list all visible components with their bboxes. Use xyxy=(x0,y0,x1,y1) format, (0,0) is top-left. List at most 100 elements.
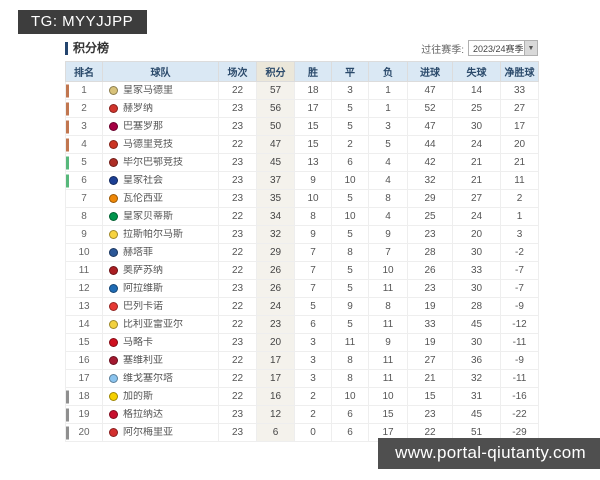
loss-value: 11 xyxy=(368,369,408,388)
goals-for-value: 15 xyxy=(407,387,453,406)
team-name: 赫塔菲 xyxy=(123,247,153,258)
team-crest-icon xyxy=(109,374,118,383)
team-name: 比利亚雷亚尔 xyxy=(123,319,183,330)
rank-value: 9 xyxy=(81,229,87,240)
rank-value: 3 xyxy=(81,121,87,132)
goal-diff-value: 33 xyxy=(500,81,539,100)
goals-for-value: 47 xyxy=(407,117,453,136)
watermark: www.portal-qiutanty.com xyxy=(378,438,600,469)
table-row: 8 皇家贝蒂斯 22 34 8 10 4 25 24 1 xyxy=(65,207,539,226)
goal-diff-value: -22 xyxy=(500,405,539,424)
win-value: 15 xyxy=(294,117,332,136)
points-value: 23 xyxy=(256,315,295,334)
points-value: 56 xyxy=(256,99,295,118)
played-value: 23 xyxy=(218,99,257,118)
table-row: 19 格拉纳达 23 12 2 6 15 23 45 -22 xyxy=(65,405,539,424)
rank-value: 2 xyxy=(81,103,87,114)
loss-value: 11 xyxy=(368,351,408,370)
win-value: 9 xyxy=(294,225,332,244)
played-value: 22 xyxy=(218,387,257,406)
table-row: 9 拉斯帕尔马斯 23 32 9 5 9 23 20 3 xyxy=(65,225,539,244)
team-name: 阿尔梅里亚 xyxy=(123,427,173,438)
rank-value: 4 xyxy=(81,139,87,150)
team-crest-icon xyxy=(109,356,118,365)
loss-value: 3 xyxy=(368,117,408,136)
goals-for-value: 42 xyxy=(407,153,453,172)
played-value: 23 xyxy=(218,153,257,172)
goals-for-value: 44 xyxy=(407,135,453,154)
loss-value: 4 xyxy=(368,171,408,190)
draw-value: 8 xyxy=(331,243,369,262)
rank-value: 16 xyxy=(78,355,90,366)
loss-value: 8 xyxy=(368,189,408,208)
win-value: 0 xyxy=(294,423,332,442)
points-value: 16 xyxy=(256,387,295,406)
team-name: 阿拉维斯 xyxy=(123,283,163,294)
goal-diff-value: -7 xyxy=(500,261,539,280)
panel-title: 积分榜 xyxy=(65,41,109,55)
team-crest-icon xyxy=(109,212,118,221)
goal-diff-value: 17 xyxy=(500,117,539,136)
team-crest-icon xyxy=(109,338,118,347)
team-name: 皇家贝蒂斯 xyxy=(123,211,173,222)
goals-for-value: 47 xyxy=(407,81,453,100)
goal-diff-value: 27 xyxy=(500,99,539,118)
table-row: 3 巴塞罗那 23 50 15 5 3 47 30 17 xyxy=(65,117,539,136)
team-name: 瓦伦西亚 xyxy=(123,193,163,204)
loss-value: 9 xyxy=(368,225,408,244)
points-value: 57 xyxy=(256,81,295,100)
draw-value: 10 xyxy=(331,207,369,226)
goals-against-value: 25 xyxy=(452,99,501,118)
column-header: 失球 xyxy=(452,61,501,82)
played-value: 23 xyxy=(218,171,257,190)
played-value: 23 xyxy=(218,333,257,352)
goals-against-value: 21 xyxy=(452,171,501,190)
win-value: 15 xyxy=(294,135,332,154)
draw-value: 2 xyxy=(331,135,369,154)
team-crest-icon xyxy=(109,122,118,131)
rank-value: 14 xyxy=(78,319,90,330)
loss-value: 1 xyxy=(368,99,408,118)
zone-indicator xyxy=(66,174,69,187)
goal-diff-value: -16 xyxy=(500,387,539,406)
points-value: 12 xyxy=(256,405,295,424)
team-name: 奥萨苏纳 xyxy=(123,265,163,276)
goals-against-value: 24 xyxy=(452,135,501,154)
win-value: 7 xyxy=(294,243,332,262)
draw-value: 6 xyxy=(331,423,369,442)
zone-indicator xyxy=(66,138,69,151)
played-value: 23 xyxy=(218,405,257,424)
loss-value: 5 xyxy=(368,135,408,154)
played-value: 23 xyxy=(218,189,257,208)
standings-panel: 积分榜 过往赛季: 2023/24赛季 ▼ 排名 球队 场次 积分胜平负进球 失球 净胜球… xyxy=(65,40,539,442)
played-value: 22 xyxy=(218,243,257,262)
goal-diff-value: -7 xyxy=(500,279,539,298)
goals-against-value: 30 xyxy=(452,333,501,352)
rank-value: 6 xyxy=(81,175,87,186)
loss-value: 10 xyxy=(368,261,408,280)
rank-value: 18 xyxy=(78,391,90,402)
zone-indicator xyxy=(66,426,69,439)
chevron-down-icon[interactable]: ▼ xyxy=(524,41,537,55)
draw-value: 5 xyxy=(331,189,369,208)
column-header: 积分 xyxy=(256,61,295,82)
played-value: 22 xyxy=(218,81,257,100)
goals-for-value: 28 xyxy=(407,243,453,262)
team-crest-icon xyxy=(109,266,118,275)
goals-against-value: 30 xyxy=(452,279,501,298)
played-value: 23 xyxy=(218,117,257,136)
tg-badge: TG: MYYJJPP xyxy=(18,10,148,34)
table-row: 18 加的斯 22 16 2 10 10 15 31 -16 xyxy=(65,387,539,406)
goals-against-value: 32 xyxy=(452,369,501,388)
goals-for-value: 27 xyxy=(407,351,453,370)
goal-diff-value: -12 xyxy=(500,315,539,334)
column-header: 排名 xyxy=(65,61,103,82)
loss-value: 9 xyxy=(368,333,408,352)
table-row: 7 瓦伦西亚 23 35 10 5 8 29 27 2 xyxy=(65,189,539,208)
rank-value: 15 xyxy=(78,337,90,348)
goal-diff-value: -9 xyxy=(500,297,539,316)
goals-for-value: 19 xyxy=(407,333,453,352)
season-select[interactable]: 2023/24赛季 ▼ xyxy=(468,40,538,56)
zone-indicator xyxy=(66,120,69,133)
